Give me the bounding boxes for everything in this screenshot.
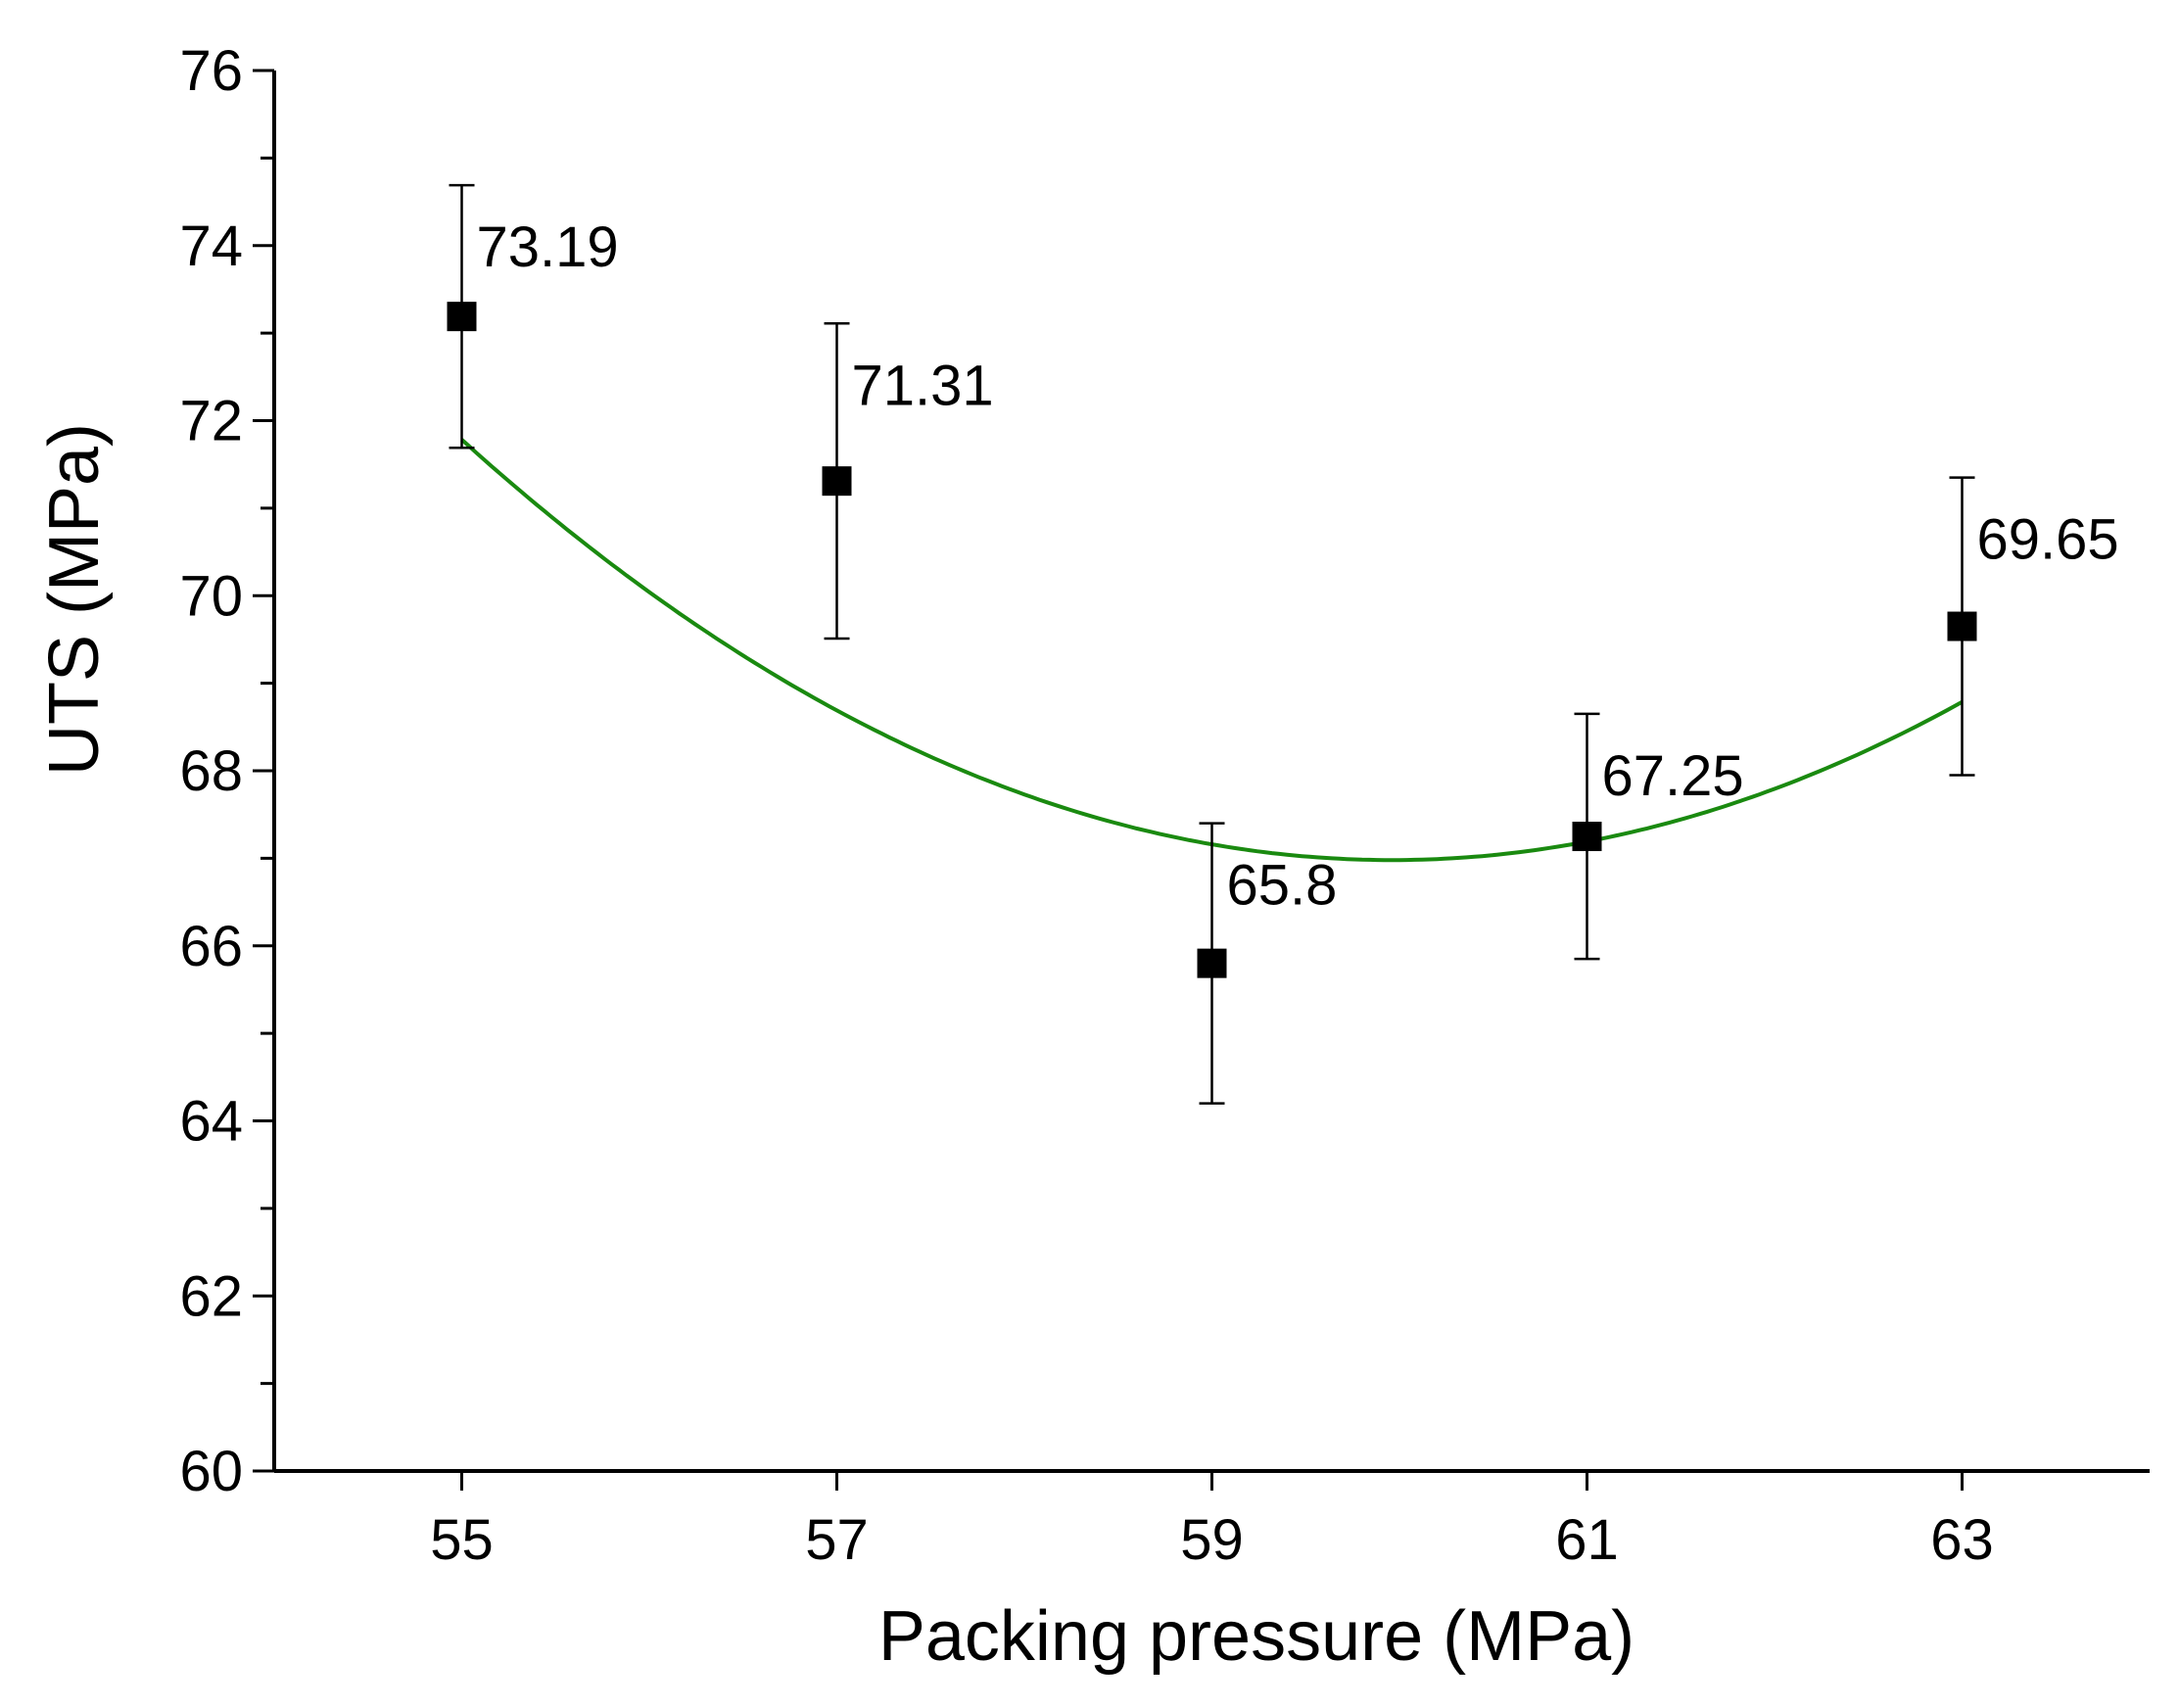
y-tick-label: 70 [179,564,243,628]
y-tick-label: 62 [179,1264,243,1328]
x-axis-title: Packing pressure (MPa) [878,1597,1634,1676]
data-point-marker [1572,822,1602,852]
axes: 60 62 64 66 68 70 72 74 76 55 57 59 61 63 [179,39,2150,1572]
data-label: 71.31 [852,354,994,417]
data-points-layer: 73.19 71.31 65.8 67.25 69.65 [447,183,2119,1105]
y-tick-label: 64 [179,1090,243,1154]
x-tick-label: 59 [1180,1508,1244,1572]
x-tick-label: 63 [1930,1508,1994,1572]
x-tick-label: 61 [1555,1508,1619,1572]
y-tick-label: 72 [179,390,243,453]
data-label: 73.19 [477,215,619,279]
data-point-marker [1947,611,1977,641]
x-tick-label: 55 [430,1508,494,1572]
y-tick-label: 76 [179,39,243,103]
data-point-marker [447,302,477,332]
data-label: 67.25 [1602,744,1744,808]
y-tick-label: 66 [179,915,243,978]
x-tick-label: 57 [805,1508,869,1572]
y-tick-label: 60 [179,1440,243,1503]
data-point-marker [1197,948,1227,978]
data-label: 65.8 [1227,854,1338,918]
data-label: 69.65 [1977,508,2119,572]
y-axis-title: UTS (MPa) [35,423,114,776]
y-tick-label: 74 [179,214,243,278]
data-point-marker [822,466,852,497]
y-tick-label: 68 [179,739,243,803]
